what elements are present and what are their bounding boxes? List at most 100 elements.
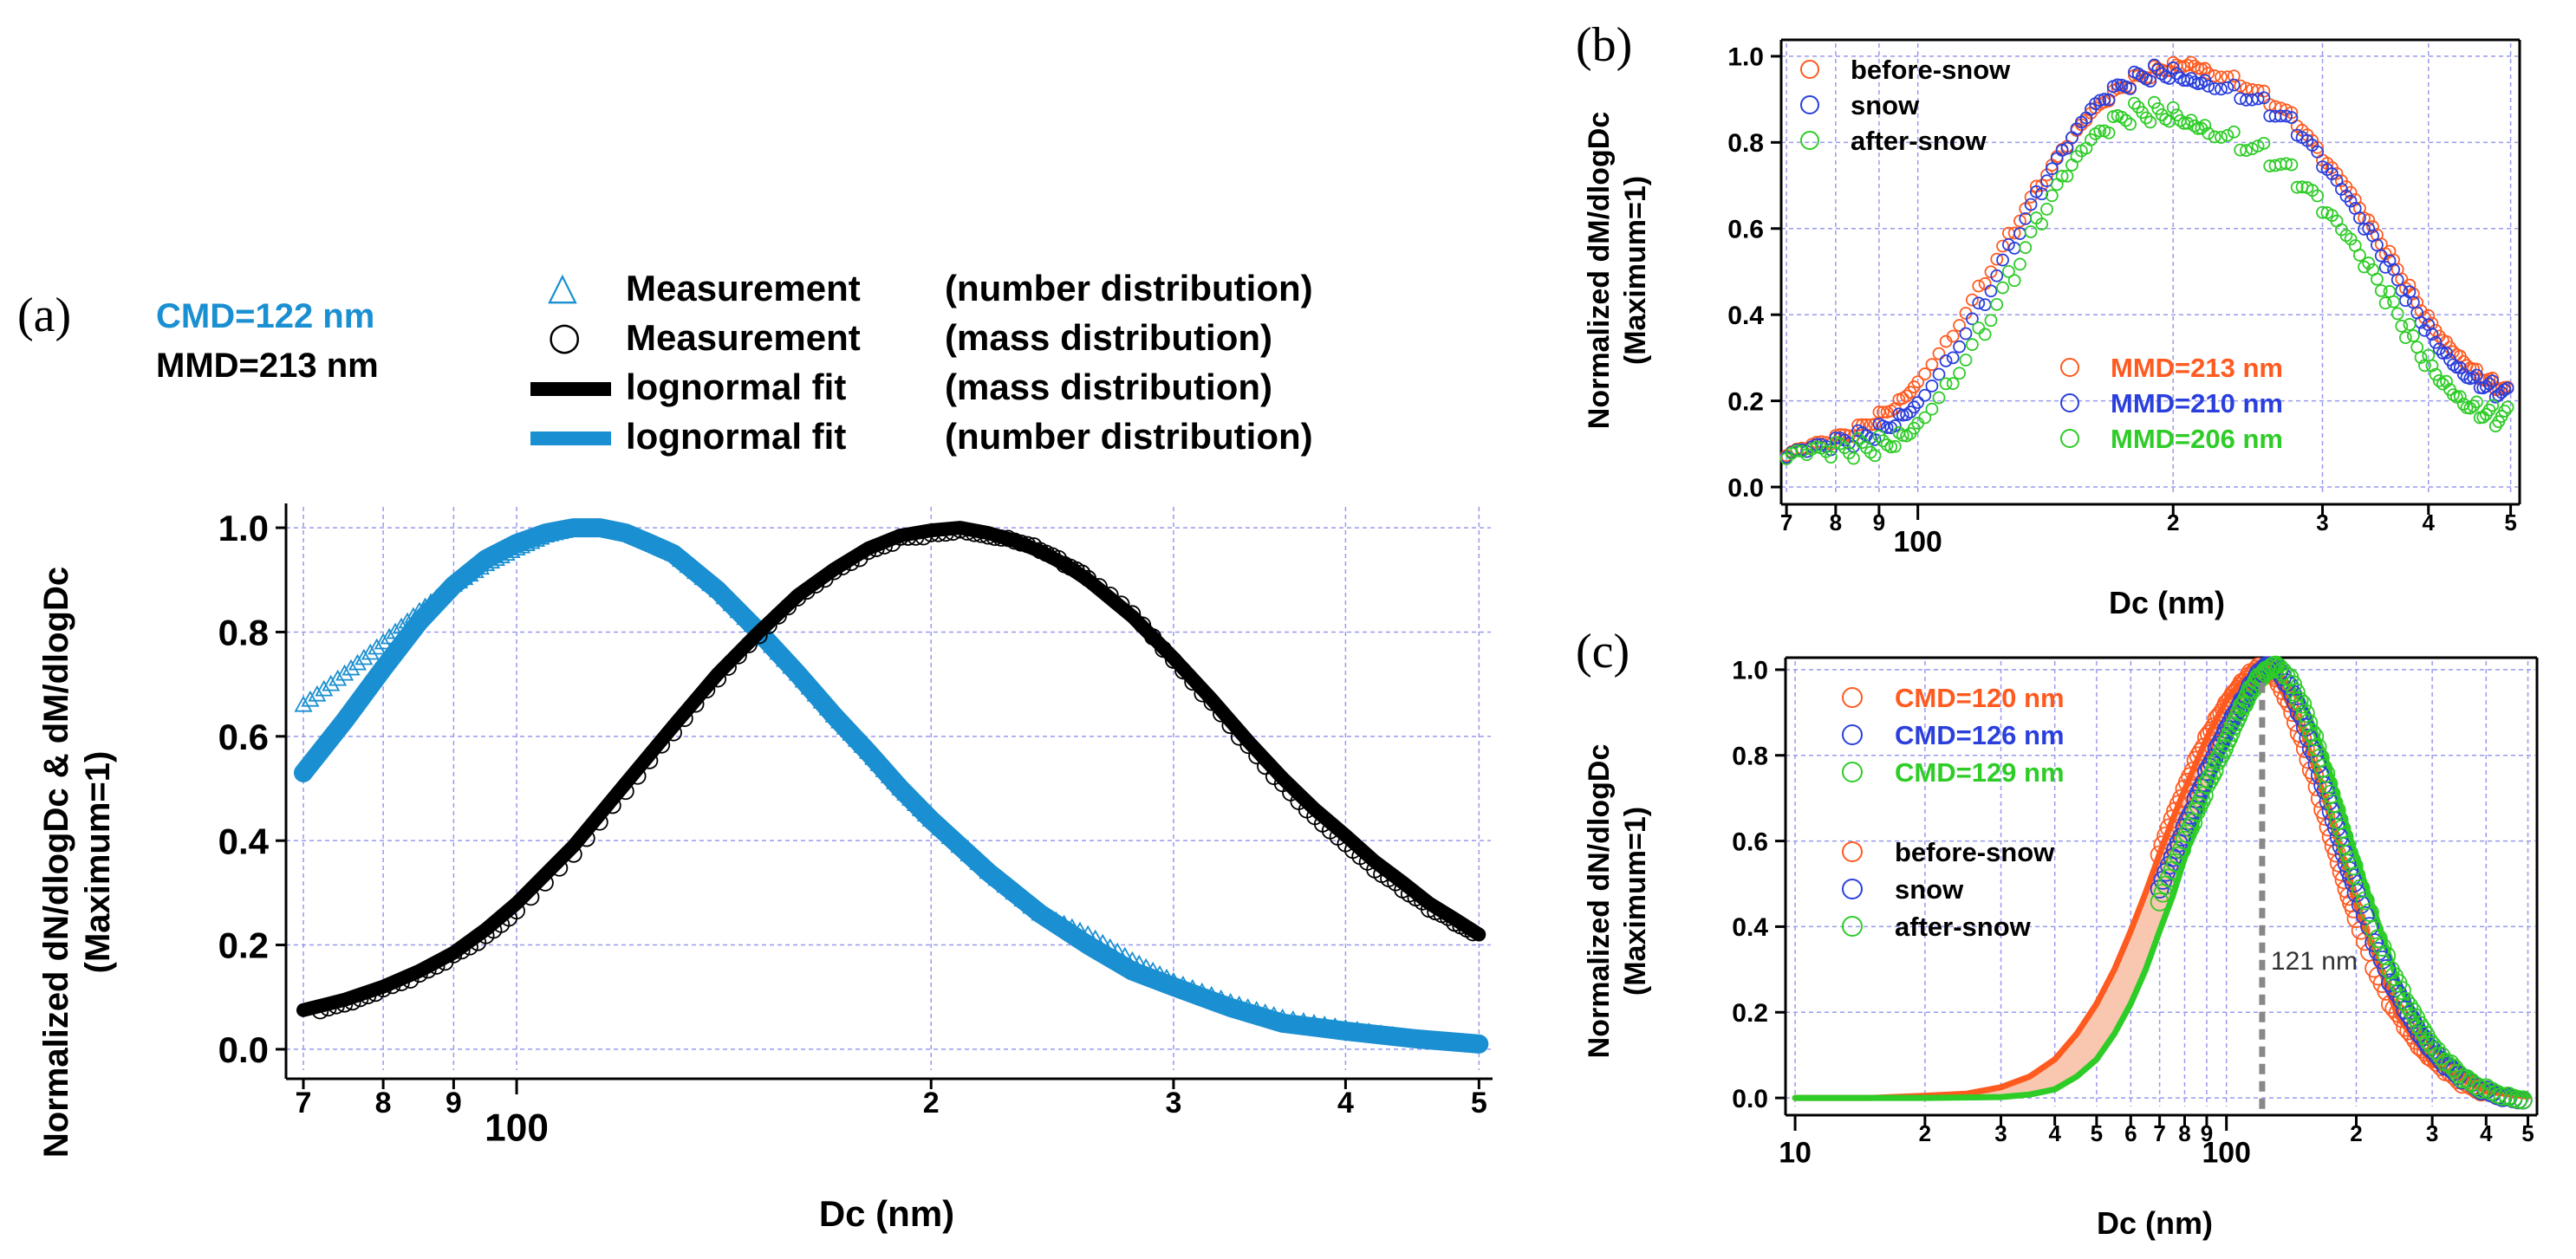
series-after-snow-circle <box>2060 169 2074 183</box>
legend-item-1-name: Measurement <box>626 268 861 308</box>
mass-measurement-circle <box>641 751 659 769</box>
legend-item-2-name: Measurement <box>626 317 861 358</box>
number-measurement-triangle <box>736 608 755 626</box>
series-snow-circle <box>2447 358 2460 372</box>
mass-measurement-circle <box>616 782 634 801</box>
series-after-snow-circle <box>1888 439 1902 453</box>
mass-measurement-circle <box>1248 747 1266 765</box>
series-before-snow-circle <box>2159 818 2179 838</box>
legend-label: before-snow <box>1895 837 2055 867</box>
series-snow-circle <box>2124 81 2137 95</box>
number-measurement-triangle <box>1273 1008 1292 1025</box>
series-before-snow-circle <box>1877 406 1890 419</box>
mass-measurement-circle <box>1073 564 1091 582</box>
number-measurement-triangle <box>1247 1000 1266 1017</box>
mass-measurement-circle <box>992 529 1011 547</box>
number-measurement-triangle <box>1150 964 1169 982</box>
cmd-annotation: CMD=129 nm <box>1895 757 2065 788</box>
mass-measurement-circle <box>1155 640 1172 659</box>
mass-measurement-circle <box>1257 757 1274 776</box>
series-after-snow-circle <box>2440 374 2453 388</box>
y-tick-label: 0.4 <box>1727 302 1764 330</box>
number-measurement-triangle <box>1459 1034 1478 1050</box>
series-snow-circle <box>2257 91 2271 105</box>
series-after-snow-circle <box>1959 354 1973 367</box>
series-snow-circle <box>2432 342 2446 356</box>
mass-measurement-circle <box>966 524 983 542</box>
number-measurement-triangle <box>782 657 801 674</box>
number-measurement-triangle <box>595 519 614 535</box>
number-measurement-triangle <box>439 580 458 597</box>
mass-measurement-circle <box>859 542 877 561</box>
series-before-snow-circle <box>2319 817 2339 837</box>
series-snow-circle <box>2195 76 2208 90</box>
mass-measurement-circle <box>335 995 354 1013</box>
number-measurement-triangle <box>1325 1017 1344 1034</box>
mass-measurement-circle <box>1213 704 1230 723</box>
panel-b-ylabel-2: (Maximum=1) <box>1619 176 1652 365</box>
number-measurement-triangle <box>1284 1009 1303 1027</box>
number-measurement-triangle <box>415 597 435 614</box>
series-snow-circle <box>1946 351 1960 365</box>
series-snow-circle <box>1953 340 1966 354</box>
series-after-snow-circle <box>2251 140 2265 153</box>
series-snow-circle <box>1925 380 1939 393</box>
number-measurement-triangle <box>1336 1019 1355 1035</box>
number-measurement-triangle <box>1230 995 1249 1012</box>
number-measurement-triangle <box>1193 982 1212 999</box>
series-after-snow-circle <box>2414 351 2428 364</box>
legend-item-1-desc: (number distribution) <box>945 268 1313 308</box>
mass-measurement-circle <box>1439 908 1457 926</box>
number-measurement-triangle <box>1183 978 1202 996</box>
mass-measurement-circle <box>328 996 345 1015</box>
mass-measurement-circle <box>508 902 525 920</box>
number-measurement-triangle <box>701 574 720 592</box>
mass-measurement-circle <box>709 670 727 688</box>
series-after-snow-circle <box>2035 217 2049 230</box>
number-measurement-triangle <box>1005 883 1024 900</box>
y-tick-label: 1.0 <box>1727 43 1764 72</box>
y-tick-label: 0.8 <box>1732 743 1768 771</box>
series-snow-circle <box>1888 419 1902 432</box>
series-after-snow-circle <box>2240 144 2253 158</box>
mass-measurement-circle <box>759 616 777 634</box>
legend-circle-icon <box>1842 916 1863 937</box>
series-after-snow-circle <box>2344 232 2358 246</box>
number-measurement-triangle <box>1438 1032 1457 1048</box>
x-tick-label: 100 <box>1893 526 1942 559</box>
series-after-snow-circle <box>2332 819 2352 839</box>
series-snow-circle <box>2098 93 2111 106</box>
number-measurement-triangle <box>1022 897 1041 914</box>
number-measurement-triangle <box>628 529 647 546</box>
number-measurement-triangle <box>1221 992 1240 1009</box>
cmd-annotation: CMD=126 nm <box>1895 720 2065 750</box>
number-measurement-triangle <box>599 520 618 536</box>
number-measurement-triangle <box>644 535 664 553</box>
legend-label: before-snow <box>1851 55 2011 85</box>
number-measurement-triangle <box>624 527 643 544</box>
number-measurement-triangle <box>329 669 348 686</box>
series-after-snow-circle <box>2293 694 2313 714</box>
series-after-snow-circle <box>2456 1068 2476 1088</box>
series-snow-circle <box>1868 433 1882 446</box>
series-before-snow-circle <box>1932 347 1946 360</box>
series-snow-circle <box>2102 93 2116 107</box>
series-before-snow-circle <box>2194 737 2214 757</box>
series-after-snow-circle <box>2508 1089 2528 1109</box>
series-after-snow-circle <box>2403 318 2417 331</box>
series-before-snow-circle <box>1900 389 1914 403</box>
series-before-snow-circle <box>2215 70 2228 84</box>
series-after-snow-circle <box>2040 202 2053 216</box>
series-after-snow-circle <box>2358 260 2371 274</box>
series-after-snow-circle <box>2467 399 2480 412</box>
mass-measurement-circle <box>445 945 463 964</box>
mass-measurement-circle <box>383 977 401 995</box>
number-measurement-triangle <box>979 862 998 879</box>
series-snow-circle <box>2227 78 2241 92</box>
series-snow-circle <box>2024 198 2038 211</box>
series-snow-circle <box>2045 162 2059 176</box>
legend-label: after-snow <box>1851 126 1987 156</box>
series-after-snow-circle <box>2410 1016 2430 1035</box>
series-before-snow-circle <box>2007 226 2021 240</box>
